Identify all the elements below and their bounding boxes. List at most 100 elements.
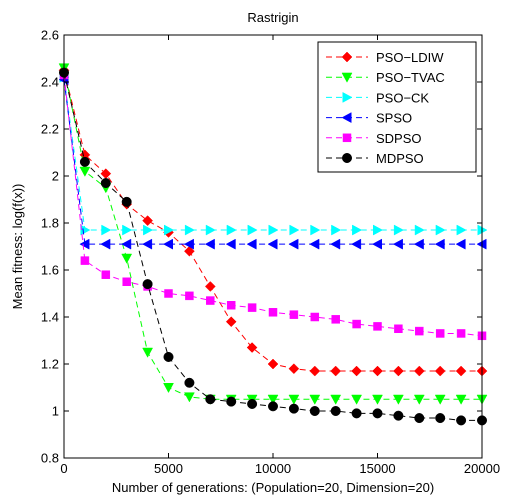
legend-label: SPSO <box>376 111 412 126</box>
x-tick-label: 5000 <box>154 461 183 476</box>
legend-label: SDPSO <box>376 131 422 146</box>
y-tick-label: 2 <box>52 169 59 184</box>
data-point <box>100 178 111 189</box>
data-point <box>80 256 90 265</box>
legend-marker <box>341 51 353 63</box>
data-point <box>204 281 216 292</box>
legend-item: MDPSO <box>326 151 424 166</box>
data-point <box>373 322 382 331</box>
data-point <box>267 394 279 405</box>
data-point <box>330 238 341 250</box>
data-point <box>392 394 404 405</box>
data-point <box>226 301 236 310</box>
data-point <box>309 238 320 250</box>
data-point <box>268 308 278 317</box>
data-point <box>121 238 132 250</box>
data-point <box>204 238 215 250</box>
data-point <box>246 238 257 250</box>
legend-box <box>317 41 477 173</box>
x-tick-label: 10000 <box>255 461 291 476</box>
data-point <box>121 253 133 264</box>
data-point <box>142 215 153 227</box>
data-point <box>267 238 278 250</box>
y-tick-label: 2.6 <box>41 28 59 43</box>
data-point <box>184 224 195 236</box>
data-point <box>143 224 154 236</box>
data-point <box>330 365 342 377</box>
data-point <box>394 324 403 333</box>
x-axis-label: Number of generations: (Population=20, D… <box>112 480 434 495</box>
legend-item: PSO−TVAC <box>326 70 445 85</box>
data-point <box>413 394 425 405</box>
y-tick-label: 1.8 <box>41 216 59 231</box>
data-point <box>393 410 404 421</box>
data-point <box>247 398 258 409</box>
data-point <box>456 329 466 338</box>
data-point <box>163 351 174 362</box>
data-point <box>185 291 194 301</box>
legend-label: PSO−TVAC <box>376 70 445 85</box>
data-point <box>415 326 424 336</box>
data-point <box>142 279 153 290</box>
y-tick-label: 0.8 <box>41 451 59 466</box>
data-point <box>372 394 383 405</box>
data-point <box>184 245 195 257</box>
data-point <box>435 413 446 424</box>
data-point <box>434 394 446 405</box>
y-tick-label: 1.2 <box>41 357 59 372</box>
data-point <box>414 413 425 424</box>
data-point <box>79 156 90 167</box>
chart-title: Rastrigin <box>247 10 298 25</box>
data-point <box>330 394 342 405</box>
data-point <box>309 394 321 405</box>
data-point <box>268 224 279 236</box>
data-point <box>247 224 258 236</box>
data-point <box>455 394 467 405</box>
data-point <box>310 224 321 236</box>
data-point <box>330 406 341 416</box>
data-point <box>373 224 384 236</box>
data-point <box>351 408 362 419</box>
data-point <box>184 377 195 388</box>
data-point <box>101 270 111 279</box>
data-point <box>352 319 361 329</box>
data-point <box>183 392 195 403</box>
axes: 0 5000 10000 15000 20000 0.8 1 1.2 1.4 1.6 1.8 2 2.2… <box>41 28 500 477</box>
data-point <box>205 394 216 405</box>
data-point <box>352 224 363 236</box>
data-point <box>246 342 258 353</box>
data-point <box>225 316 237 328</box>
data-point <box>434 238 445 250</box>
data-point <box>183 238 194 250</box>
data-point <box>121 196 132 207</box>
series-layer <box>58 63 488 426</box>
data-point <box>288 363 300 375</box>
series-mdpso <box>59 67 487 426</box>
data-point <box>289 310 299 319</box>
data-point <box>393 224 404 236</box>
data-point <box>413 238 424 250</box>
series-spso <box>58 74 487 250</box>
data-point <box>122 224 133 236</box>
legend-item: PSO−LDIW <box>326 50 444 65</box>
legend-item: SPSO <box>326 111 412 126</box>
x-tick-label: 15000 <box>359 461 395 476</box>
legend-label: MDPSO <box>376 151 424 166</box>
legend-marker <box>342 153 352 163</box>
data-point <box>331 315 340 324</box>
data-point <box>226 396 237 407</box>
data-point <box>288 394 300 405</box>
data-point <box>100 238 111 250</box>
data-point <box>413 365 425 377</box>
data-point <box>142 238 153 250</box>
data-point <box>225 238 236 250</box>
data-point <box>351 238 362 250</box>
data-point <box>101 224 112 236</box>
data-point <box>164 224 175 236</box>
data-point <box>393 365 404 377</box>
data-point <box>372 365 383 377</box>
data-point <box>163 383 174 394</box>
data-point <box>289 224 300 236</box>
data-point <box>392 238 403 250</box>
data-point <box>414 224 425 236</box>
